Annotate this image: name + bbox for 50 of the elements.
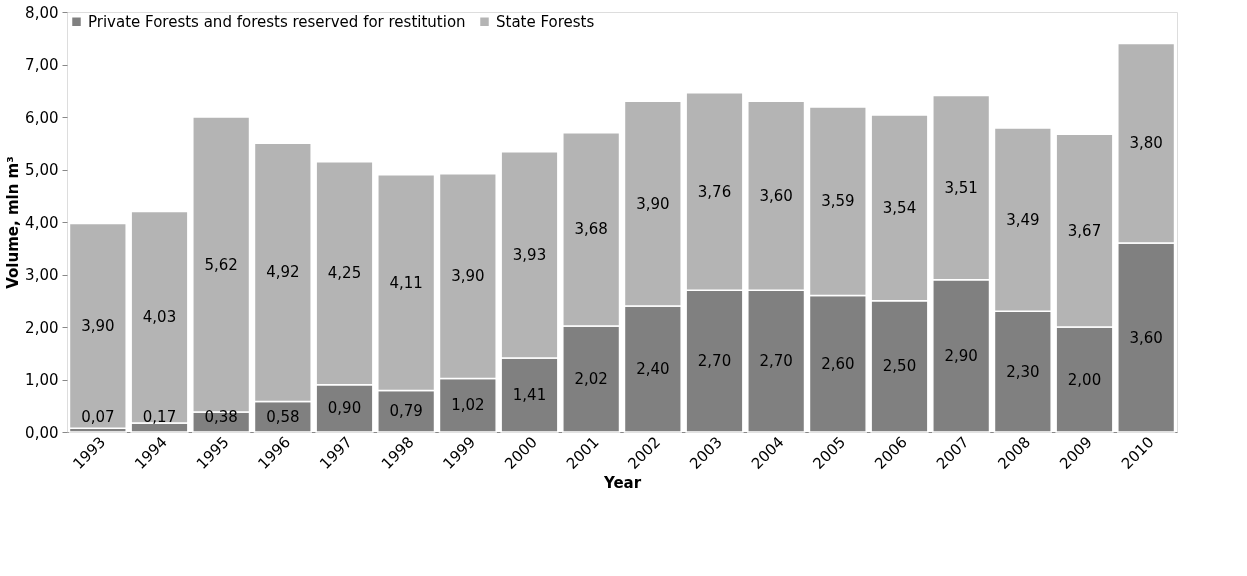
data-label: 1,41 <box>512 385 547 404</box>
data-label: 0,38 <box>204 408 238 427</box>
data-label: 3,60 <box>759 186 793 205</box>
data-label: 2,70 <box>697 352 732 371</box>
data-label: 0,58 <box>266 407 300 426</box>
data-label: 0,17 <box>142 408 177 427</box>
data-label: 4,11 <box>389 273 423 292</box>
data-label: 2,90 <box>944 346 978 365</box>
data-label: 1,02 <box>451 396 485 415</box>
data-label: 3,68 <box>574 220 608 239</box>
data-label: 2,50 <box>882 357 917 376</box>
data-label: 3,60 <box>1129 328 1163 347</box>
y-axis-title: Volume, mln m³ <box>4 156 23 289</box>
data-label: 3,90 <box>636 194 670 213</box>
data-label: 2,60 <box>821 354 855 373</box>
data-label: 2,30 <box>1006 362 1040 381</box>
data-label: 3,90 <box>451 267 485 286</box>
y-tick-label: 1,00 <box>25 371 59 389</box>
data-label: 3,49 <box>1006 210 1040 229</box>
data-label: 0,90 <box>327 399 362 418</box>
data-label: 3,80 <box>1129 134 1163 153</box>
y-tick-label: 5,00 <box>25 161 59 179</box>
y-tick-label: 6,00 <box>25 108 59 127</box>
data-label: 0,07 <box>81 408 115 427</box>
y-tick-label: 0,00 <box>25 423 59 442</box>
data-label: 3,59 <box>821 192 855 211</box>
data-label: 2,00 <box>1067 370 1102 389</box>
data-label: 2,02 <box>574 369 608 388</box>
legend-label: State Forests <box>496 12 595 31</box>
data-label: 3,90 <box>81 316 115 335</box>
data-label: 3,51 <box>944 178 978 197</box>
y-tick-label: 4,00 <box>25 213 59 232</box>
data-label: 3,93 <box>512 245 547 264</box>
y-tick-label: 7,00 <box>25 56 59 74</box>
data-label: 3,76 <box>697 182 732 201</box>
x-axis-title: Year <box>602 474 642 493</box>
data-label: 5,62 <box>204 255 238 274</box>
data-label: 3,54 <box>882 198 917 217</box>
y-tick-label: 8,00 <box>25 3 59 22</box>
data-label: 2,40 <box>636 360 670 378</box>
y-tick-label: 3,00 <box>25 266 59 284</box>
y-tick-label: 2,00 <box>25 318 59 337</box>
data-label: 3,67 <box>1067 221 1102 240</box>
data-label: 4,25 <box>327 264 362 283</box>
legend-label: Private Forests and forests reserved for restitution <box>88 12 466 31</box>
data-label: 2,70 <box>759 352 793 371</box>
bar <box>68 222 127 430</box>
data-label: 4,92 <box>266 263 300 282</box>
data-label: 0,79 <box>389 402 423 421</box>
data-label: 4,03 <box>142 308 177 327</box>
